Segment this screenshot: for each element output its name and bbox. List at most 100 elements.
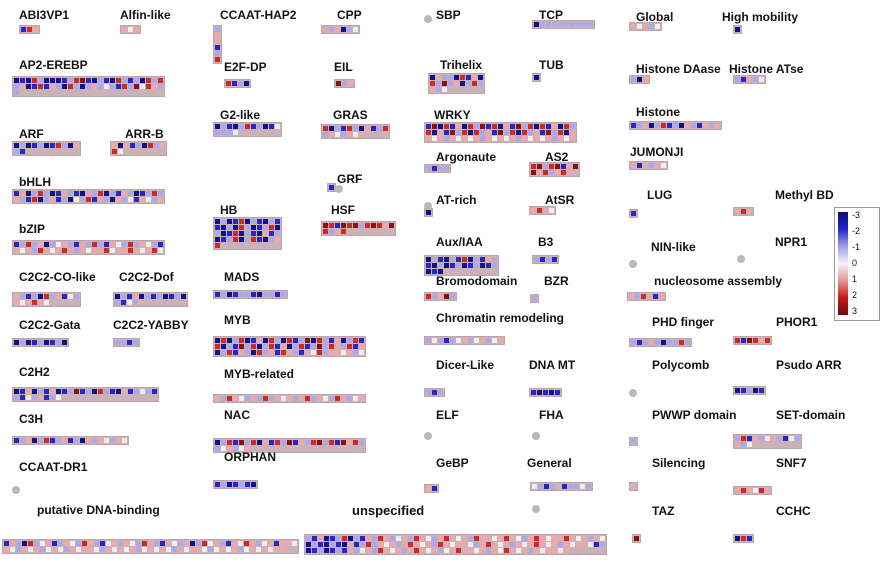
heatmap-cell <box>152 389 157 394</box>
expression-strip-trihelix <box>428 73 485 94</box>
heatmap-cell <box>528 548 533 553</box>
heatmap-cell <box>486 536 491 541</box>
heatmap-cell <box>251 219 256 224</box>
heatmap-cell <box>420 536 425 541</box>
legend-tick-label: -3 <box>852 210 861 220</box>
heatmap-cell <box>342 81 347 86</box>
heatmap-cell <box>275 225 280 230</box>
family-label-high-mobility: High mobility <box>722 10 798 24</box>
heatmap-cell <box>378 548 383 553</box>
heatmap-cell <box>116 197 121 202</box>
heatmap-cell <box>221 237 226 242</box>
heatmap-cell <box>221 219 226 224</box>
expression-strip-set-domain <box>733 434 802 449</box>
heatmap-cell <box>305 344 310 349</box>
heatmap-cell <box>468 130 473 135</box>
heatmap-cell <box>28 547 33 552</box>
expression-strip-tcp <box>532 20 595 29</box>
heatmap-cell <box>22 547 27 552</box>
family-label-c2h2: C2H2 <box>19 365 50 379</box>
heatmap-cell <box>133 300 138 305</box>
family-label-histone: Histone <box>636 105 681 119</box>
heatmap-cell <box>305 396 310 401</box>
heatmap-cell <box>26 84 31 89</box>
heatmap-cell <box>32 340 37 345</box>
heatmap-cell <box>426 257 431 262</box>
heatmap-cell <box>335 126 340 131</box>
heatmap-cell <box>134 27 139 32</box>
heatmap-cell <box>122 438 127 443</box>
heatmap-cell <box>741 436 746 441</box>
heatmap-cell <box>215 344 220 349</box>
heatmap-cell <box>62 248 67 253</box>
heatmap-cell <box>522 542 527 547</box>
heatmap-cell <box>353 338 358 343</box>
heatmap-cell <box>118 143 123 148</box>
heatmap-cell <box>128 78 133 83</box>
heatmap-cell <box>26 438 31 443</box>
heatmap-cell <box>256 541 261 546</box>
family-label-histone-atse: Histone ATse <box>729 62 804 76</box>
heatmap-cell <box>323 440 328 445</box>
heatmap-cell <box>550 484 555 489</box>
heatmap-cell <box>257 124 262 129</box>
heatmap-cell <box>227 440 232 445</box>
heatmap-cell <box>329 229 334 234</box>
heatmap-cell <box>88 547 93 552</box>
expression-strip-snf7 <box>733 486 772 495</box>
heatmap-cell <box>462 263 467 268</box>
heatmap-cell <box>462 136 467 141</box>
legend-tick-label: 0 <box>852 258 858 268</box>
heatmap-cell <box>140 242 145 247</box>
heatmap-cell <box>540 124 545 129</box>
heatmap-cell <box>64 547 69 552</box>
heatmap-cell <box>317 344 322 349</box>
heatmap-cell <box>146 84 151 89</box>
heatmap-cell <box>562 484 567 489</box>
heatmap-cell <box>480 257 485 262</box>
heatmap-cell <box>679 340 684 345</box>
heatmap-cell <box>220 541 225 546</box>
heatmap-cell <box>80 78 85 83</box>
heatmap-cell <box>263 124 268 129</box>
heatmap-cell <box>116 389 121 394</box>
heatmap-cell <box>456 536 461 541</box>
heatmap-cell <box>215 33 220 38</box>
heatmap-cell <box>414 536 419 541</box>
heatmap-cell <box>118 149 123 154</box>
heatmap-cell <box>82 547 87 552</box>
heatmap-cell <box>124 547 129 552</box>
heatmap-cell <box>133 294 138 299</box>
heatmap-cell <box>414 542 419 547</box>
heatmap-cell <box>516 536 521 541</box>
heatmap-cell <box>498 136 503 141</box>
family-label-pwwp-domain: PWWP domain <box>652 408 737 422</box>
heatmap-cell <box>76 547 81 552</box>
heatmap-cell <box>214 547 219 552</box>
heatmap-cell <box>574 484 579 489</box>
heatmap-cell <box>426 166 431 171</box>
expression-strip-nac <box>213 438 366 453</box>
heatmap-cell <box>492 136 497 141</box>
heatmap-cell <box>335 350 340 355</box>
family-label-argonaute: Argonaute <box>436 150 496 164</box>
heatmap-cell <box>600 536 605 541</box>
heatmap-cell <box>127 300 132 305</box>
heatmap-cell <box>239 350 244 355</box>
heatmap-cell <box>492 536 497 541</box>
heatmap-cell <box>528 124 533 129</box>
heatmap-cell <box>324 548 329 553</box>
heatmap-cell <box>215 231 220 236</box>
heatmap-cell <box>263 219 268 224</box>
empty-family-dot <box>12 486 20 494</box>
heatmap-cell <box>629 294 634 299</box>
heatmap-cell <box>741 77 746 82</box>
heatmap-cell <box>215 338 220 343</box>
heatmap-cell <box>426 136 431 141</box>
heatmap-cell <box>389 223 394 228</box>
heatmap-cell <box>329 440 334 445</box>
family-label-taz: TAZ <box>652 504 675 518</box>
heatmap-cell <box>154 143 159 148</box>
heatmap-cell <box>98 242 103 247</box>
heatmap-cell <box>251 237 256 242</box>
